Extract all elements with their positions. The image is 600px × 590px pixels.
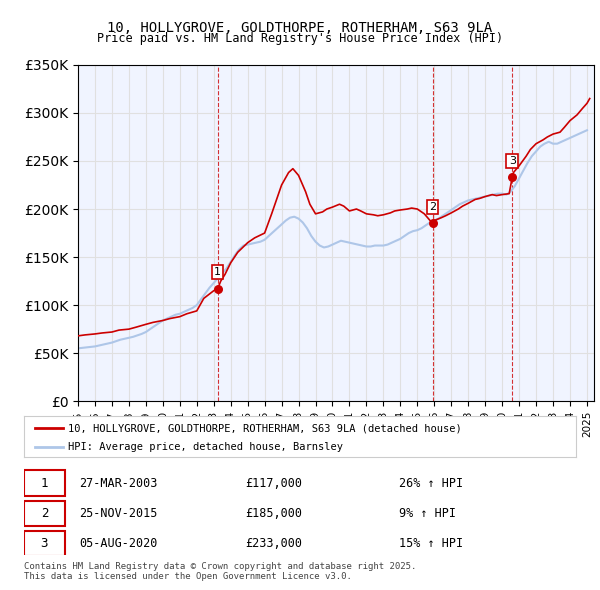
Text: 10, HOLLYGROVE, GOLDTHORPE, ROTHERHAM, S63 9LA (detached house): 10, HOLLYGROVE, GOLDTHORPE, ROTHERHAM, S… [68,424,462,433]
Text: Contains HM Land Registry data © Crown copyright and database right 2025.
This d: Contains HM Land Registry data © Crown c… [24,562,416,581]
FancyBboxPatch shape [24,531,65,556]
Text: 27-MAR-2003: 27-MAR-2003 [79,477,158,490]
Text: 15% ↑ HPI: 15% ↑ HPI [400,537,463,550]
Text: HPI: Average price, detached house, Barnsley: HPI: Average price, detached house, Barn… [68,442,343,452]
Text: 2: 2 [429,202,436,212]
Point [428,219,437,228]
Point [508,173,517,182]
Text: 9% ↑ HPI: 9% ↑ HPI [400,507,457,520]
FancyBboxPatch shape [24,470,65,496]
Text: £117,000: £117,000 [245,477,302,490]
Text: 26% ↑ HPI: 26% ↑ HPI [400,477,463,490]
Text: 25-NOV-2015: 25-NOV-2015 [79,507,158,520]
Text: 2: 2 [41,507,48,520]
Text: Price paid vs. HM Land Registry's House Price Index (HPI): Price paid vs. HM Land Registry's House … [97,32,503,45]
Point [213,284,223,293]
Text: 10, HOLLYGROVE, GOLDTHORPE, ROTHERHAM, S63 9LA: 10, HOLLYGROVE, GOLDTHORPE, ROTHERHAM, S… [107,21,493,35]
Text: £233,000: £233,000 [245,537,302,550]
Text: 3: 3 [509,156,516,166]
Text: 1: 1 [41,477,48,490]
Text: 3: 3 [41,537,48,550]
Text: £185,000: £185,000 [245,507,302,520]
Text: 05-AUG-2020: 05-AUG-2020 [79,537,158,550]
FancyBboxPatch shape [24,501,65,526]
Text: 1: 1 [214,267,221,277]
